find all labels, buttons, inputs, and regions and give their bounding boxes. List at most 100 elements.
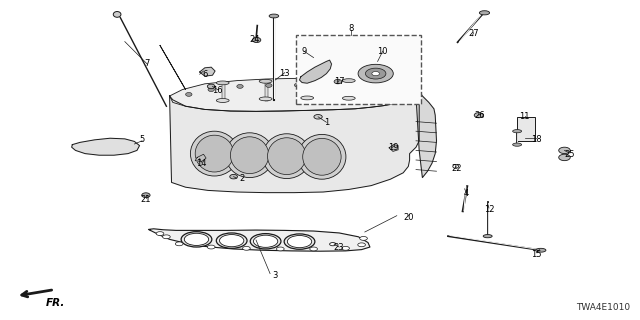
- Ellipse shape: [483, 235, 492, 238]
- Ellipse shape: [253, 235, 278, 247]
- Ellipse shape: [208, 88, 214, 92]
- Ellipse shape: [220, 235, 244, 247]
- Text: 17: 17: [334, 77, 344, 86]
- Text: 12: 12: [484, 205, 494, 214]
- Polygon shape: [416, 91, 436, 178]
- Ellipse shape: [216, 81, 229, 85]
- Ellipse shape: [195, 135, 234, 172]
- Text: 25: 25: [564, 150, 575, 159]
- Polygon shape: [170, 91, 419, 193]
- Ellipse shape: [191, 131, 239, 176]
- Polygon shape: [300, 60, 332, 83]
- Ellipse shape: [287, 236, 312, 248]
- Ellipse shape: [513, 143, 522, 146]
- Text: 21: 21: [141, 196, 151, 204]
- Ellipse shape: [378, 87, 384, 91]
- Text: 11: 11: [520, 112, 530, 121]
- Ellipse shape: [216, 99, 229, 102]
- Ellipse shape: [513, 130, 522, 133]
- Ellipse shape: [163, 235, 170, 239]
- Text: 23: 23: [334, 244, 344, 252]
- Text: 3: 3: [273, 271, 278, 280]
- Ellipse shape: [252, 37, 261, 43]
- Ellipse shape: [237, 84, 243, 88]
- Ellipse shape: [301, 78, 314, 82]
- Ellipse shape: [399, 90, 405, 94]
- Ellipse shape: [250, 234, 281, 249]
- Ellipse shape: [230, 137, 269, 173]
- Ellipse shape: [536, 248, 546, 252]
- Ellipse shape: [301, 96, 314, 100]
- Ellipse shape: [358, 243, 365, 247]
- Polygon shape: [170, 78, 419, 111]
- Text: TWA4E1010: TWA4E1010: [576, 303, 630, 312]
- Ellipse shape: [266, 84, 272, 87]
- Ellipse shape: [323, 84, 330, 87]
- Ellipse shape: [474, 113, 483, 118]
- Ellipse shape: [352, 84, 358, 88]
- Ellipse shape: [207, 84, 215, 89]
- Ellipse shape: [294, 83, 301, 87]
- Ellipse shape: [113, 12, 121, 17]
- Text: 14: 14: [196, 159, 207, 168]
- Ellipse shape: [175, 242, 183, 246]
- Ellipse shape: [358, 64, 393, 83]
- Ellipse shape: [216, 233, 247, 248]
- Text: 1: 1: [324, 118, 329, 127]
- Ellipse shape: [268, 138, 306, 175]
- Ellipse shape: [207, 245, 215, 249]
- Ellipse shape: [342, 246, 349, 250]
- Text: 22: 22: [451, 164, 461, 173]
- Text: 18: 18: [531, 135, 541, 144]
- Text: 5: 5: [140, 135, 145, 144]
- Ellipse shape: [269, 14, 279, 18]
- Text: 15: 15: [531, 250, 541, 259]
- Text: 19: 19: [388, 143, 399, 152]
- Ellipse shape: [226, 133, 274, 178]
- Ellipse shape: [156, 232, 164, 236]
- Ellipse shape: [342, 79, 355, 83]
- Text: 24: 24: [250, 35, 260, 44]
- Text: 6: 6: [202, 70, 207, 79]
- Ellipse shape: [330, 243, 336, 246]
- Ellipse shape: [453, 164, 458, 168]
- Text: 7: 7: [145, 60, 150, 68]
- Ellipse shape: [310, 247, 317, 251]
- Bar: [296, 35, 421, 104]
- Text: 4: 4: [463, 189, 468, 198]
- Text: 9: 9: [301, 47, 307, 56]
- Polygon shape: [195, 154, 206, 162]
- Polygon shape: [389, 145, 398, 151]
- Ellipse shape: [142, 193, 150, 197]
- Ellipse shape: [243, 246, 250, 250]
- Ellipse shape: [360, 236, 367, 240]
- Ellipse shape: [181, 232, 212, 247]
- Text: FR.: FR.: [46, 298, 65, 308]
- Polygon shape: [200, 67, 215, 76]
- Ellipse shape: [334, 79, 342, 84]
- Ellipse shape: [259, 97, 272, 101]
- Ellipse shape: [479, 11, 490, 15]
- Ellipse shape: [303, 138, 341, 175]
- Ellipse shape: [276, 247, 284, 251]
- Text: 26: 26: [475, 111, 485, 120]
- Polygon shape: [148, 229, 370, 251]
- Text: 16: 16: [212, 86, 223, 95]
- Ellipse shape: [559, 147, 570, 154]
- Ellipse shape: [186, 92, 192, 96]
- Text: 13: 13: [280, 69, 290, 78]
- Ellipse shape: [230, 174, 237, 179]
- Text: 8: 8: [348, 24, 353, 33]
- Text: 2: 2: [239, 174, 244, 183]
- Ellipse shape: [284, 234, 315, 249]
- Ellipse shape: [342, 96, 355, 100]
- Ellipse shape: [365, 68, 386, 79]
- Ellipse shape: [259, 79, 272, 83]
- Ellipse shape: [263, 134, 311, 179]
- Ellipse shape: [372, 71, 380, 76]
- Ellipse shape: [314, 115, 323, 119]
- Polygon shape: [72, 138, 140, 155]
- Text: 27: 27: [468, 29, 479, 38]
- Text: 10: 10: [378, 47, 388, 56]
- Ellipse shape: [184, 233, 209, 245]
